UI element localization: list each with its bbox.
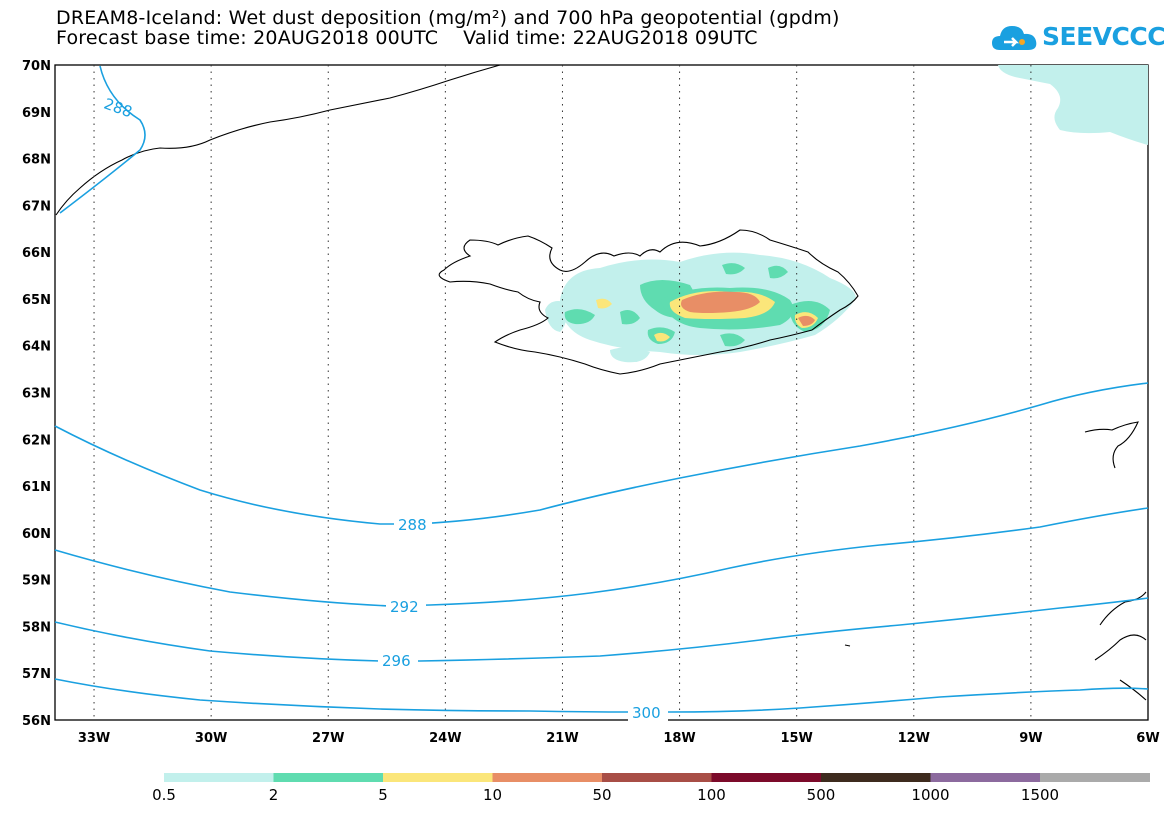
rockall-dot — [844, 644, 851, 647]
y-tick-label: 56N — [22, 714, 51, 729]
contour-label-288: 288 — [398, 516, 427, 534]
legend-labels: 0.5 2 5 10 50 100 500 1000 1500 — [152, 786, 1059, 804]
x-tick-label: 21W — [546, 731, 578, 746]
map-subtitle-times: Forecast base time: 20AUG2018 00UTC Vali… — [56, 27, 758, 49]
cloud-icon — [992, 26, 1037, 50]
y-tick-label: 60N — [22, 527, 51, 542]
legend-label: 2 — [269, 786, 279, 804]
contour-label-296: 296 — [382, 652, 411, 670]
contour-292 — [54, 507, 1149, 607]
x-tick-label: 9W — [1019, 731, 1042, 746]
map-frame — [54, 64, 1149, 721]
contour-label-300: 300 — [632, 704, 661, 722]
scotland-coast-2 — [1094, 591, 1147, 701]
y-tick-label: 63N — [22, 387, 51, 402]
x-tick-label: 6W — [1136, 731, 1159, 746]
y-tick-label: 70N — [22, 59, 51, 74]
legend-swatch — [1040, 773, 1150, 782]
y-tick-label: 68N — [22, 153, 51, 168]
iceland-coast — [438, 229, 859, 375]
legend-swatch — [164, 773, 274, 782]
y-tick-label: 62N — [22, 433, 51, 448]
x-tick-label: 12W — [898, 731, 930, 746]
legend-colorbar — [164, 773, 1150, 782]
legend-swatch — [383, 773, 493, 782]
geopotential-contours — [54, 65, 1149, 713]
contour-288-north — [59, 65, 146, 214]
legend-swatch — [930, 773, 1041, 782]
y-tick-label: 67N — [22, 199, 51, 214]
legend-label: 1500 — [1021, 786, 1059, 804]
x-axis-ticks: 33W 30W 27W 24W 21W 18W 15W 12W 9W 6W — [78, 731, 1160, 746]
x-tick-label: 30W — [195, 731, 227, 746]
seevccc-logo: SEEVCCC — [990, 18, 1166, 58]
contour-label-292: 292 — [390, 598, 419, 616]
y-tick-label: 61N — [22, 480, 51, 495]
y-tick-label: 58N — [22, 620, 51, 635]
x-tick-label: 15W — [780, 731, 812, 746]
legend-label: 100 — [697, 786, 726, 804]
map-title: DREAM8-Iceland: Wet dust deposition (mg/… — [56, 7, 840, 29]
y-tick-label: 66N — [22, 246, 51, 261]
legend-label: 10 — [483, 786, 502, 804]
dust-area-greenland-sea — [998, 65, 1148, 145]
y-tick-label: 65N — [22, 293, 51, 308]
legend-swatch — [273, 773, 384, 782]
x-tick-label: 24W — [429, 731, 461, 746]
coastlines — [55, 64, 1147, 701]
y-tick-label: 59N — [22, 574, 51, 589]
legend-swatch — [711, 773, 822, 782]
legend-label: 0.5 — [152, 786, 176, 804]
y-tick-label: 64N — [22, 340, 51, 355]
contour-288 — [54, 382, 1149, 525]
legend-label: 500 — [807, 786, 836, 804]
contour-296 — [54, 597, 1149, 662]
legend-label: 5 — [378, 786, 388, 804]
contour-300 — [54, 678, 1149, 713]
greenland-coast-north — [55, 64, 501, 216]
x-tick-label: 18W — [663, 731, 695, 746]
y-axis-ticks: 56N 57N 58N 59N 60N 61N 62N 63N 64N 65N 66N 67N 68N 6… — [22, 59, 51, 729]
legend-label: 50 — [592, 786, 611, 804]
logo-text: SEEVCCC — [1042, 22, 1166, 51]
x-tick-label: 27W — [312, 731, 344, 746]
y-tick-label: 69N — [22, 106, 51, 121]
legend-swatch — [821, 773, 931, 782]
legend-swatch — [602, 773, 712, 782]
faroe-scotland-coast-1 — [1084, 421, 1139, 469]
legend-swatch — [492, 773, 603, 782]
contour-labels: 288 288 292 296 300 — [102, 95, 668, 722]
legend-label: 1000 — [911, 786, 949, 804]
x-tick-label: 33W — [78, 731, 110, 746]
y-tick-label: 57N — [22, 667, 51, 682]
